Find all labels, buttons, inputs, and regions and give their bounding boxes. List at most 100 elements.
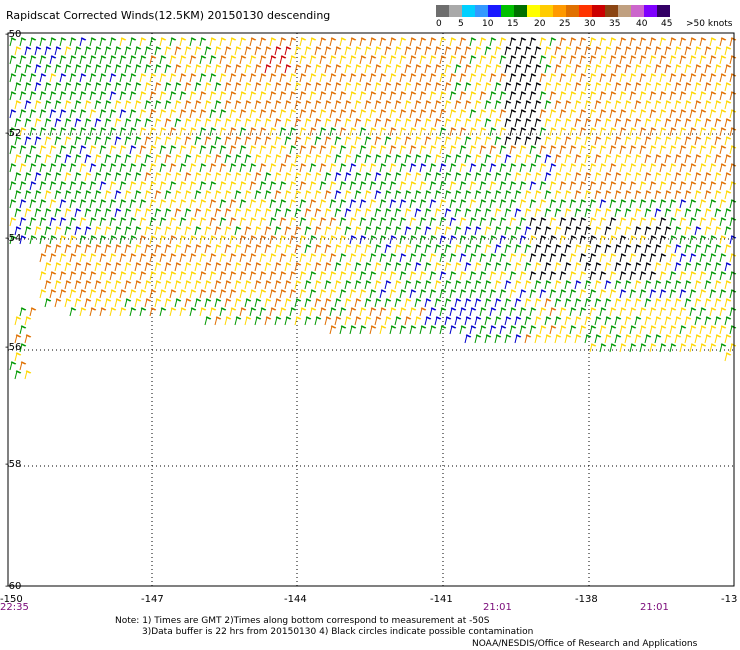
- wind-barb: [14, 118, 22, 128]
- wind-barb: [269, 73, 277, 83]
- wind-barb: [149, 163, 157, 173]
- wind-barb: [554, 244, 562, 254]
- wind-barb: [479, 109, 487, 119]
- wind-barb: [374, 190, 382, 200]
- wind-barb: [419, 199, 427, 209]
- wind-barb: [199, 163, 207, 173]
- wind-barb: [124, 100, 132, 110]
- wind-barb: [159, 307, 167, 317]
- wind-barb: [559, 325, 567, 335]
- wind-barb: [279, 109, 287, 119]
- wind-barb: [129, 253, 137, 263]
- wind-barb: [679, 181, 687, 191]
- wind-barb: [94, 226, 102, 236]
- wind-barb: [154, 244, 162, 254]
- wind-barb: [619, 127, 627, 137]
- wind-barb: [19, 343, 27, 353]
- wind-barb: [499, 253, 507, 263]
- wind-barb: [584, 244, 592, 254]
- wind-barb: [299, 307, 307, 317]
- wind-barb: [704, 82, 712, 92]
- wind-barb: [559, 37, 567, 47]
- wind-barb: [114, 100, 122, 110]
- wind-barb: [399, 181, 407, 191]
- wind-barb: [649, 145, 657, 155]
- wind-barb: [364, 316, 372, 326]
- wind-barb: [539, 37, 547, 47]
- wind-barb: [284, 100, 292, 110]
- wind-barb: [459, 37, 467, 47]
- wind-barb: [364, 208, 372, 218]
- wind-barb: [264, 100, 272, 110]
- wind-barb: [34, 136, 42, 146]
- wind-barb: [489, 307, 497, 317]
- wind-barb: [254, 244, 262, 254]
- wind-barb: [309, 145, 317, 155]
- wind-barb: [294, 280, 302, 290]
- wind-barb: [369, 73, 377, 83]
- wind-barb: [59, 55, 67, 65]
- wind-barb: [279, 91, 287, 101]
- wind-barb: [499, 271, 507, 281]
- wind-barb: [59, 37, 67, 47]
- wind-barb: [369, 145, 377, 155]
- wind-barb: [279, 271, 287, 281]
- wind-barb: [509, 109, 517, 119]
- wind-barb: [249, 73, 257, 83]
- wind-barb: [64, 280, 72, 290]
- wind-barb: [629, 109, 637, 119]
- wind-barb: [604, 172, 612, 182]
- wind-barb: [334, 172, 342, 182]
- wind-barb: [444, 172, 452, 182]
- wind-barb: [489, 163, 497, 173]
- wind-barb: [219, 271, 227, 281]
- wind-barb: [699, 127, 707, 137]
- wind-barb: [439, 73, 447, 83]
- wind-barb: [44, 82, 52, 92]
- wind-barb: [594, 262, 602, 272]
- wind-barb: [459, 109, 467, 119]
- wind-barb: [109, 37, 117, 47]
- wind-barb: [229, 73, 237, 83]
- wind-barb: [144, 262, 152, 272]
- wind-barb: [334, 262, 342, 272]
- wind-barb: [614, 118, 622, 128]
- wind-barb: [109, 127, 117, 137]
- wind-barb: [404, 316, 412, 326]
- scale-swatch: [449, 5, 462, 17]
- wind-barb: [664, 190, 672, 200]
- wind-barb: [484, 226, 492, 236]
- wind-barb: [74, 226, 82, 236]
- wind-barb: [614, 190, 622, 200]
- wind-barb: [314, 244, 322, 254]
- wind-barb: [374, 280, 382, 290]
- wind-barb: [39, 199, 47, 209]
- wind-barb: [224, 154, 232, 164]
- wind-barb: [719, 235, 727, 245]
- wind-barb: [164, 64, 172, 74]
- wind-barb: [44, 100, 52, 110]
- wind-barb: [379, 145, 387, 155]
- wind-barb: [684, 280, 692, 290]
- wind-barb: [214, 100, 222, 110]
- wind-barb: [544, 316, 552, 326]
- wind-barb: [289, 55, 297, 65]
- wind-barb: [504, 154, 512, 164]
- wind-barb: [424, 172, 432, 182]
- wind-barb: [334, 154, 342, 164]
- wind-barb: [254, 262, 262, 272]
- wind-barb: [304, 46, 312, 56]
- wind-barb: [249, 181, 257, 191]
- wind-barb: [629, 253, 637, 263]
- wind-barb: [674, 46, 682, 56]
- wind-barb: [684, 118, 692, 128]
- wind-barb: [49, 199, 57, 209]
- wind-barb: [199, 289, 207, 299]
- wind-barb: [579, 55, 587, 65]
- wind-barb: [209, 91, 217, 101]
- wind-barb: [639, 91, 647, 101]
- wind-barb: [424, 226, 432, 236]
- wind-barb: [494, 208, 502, 218]
- wind-barb: [379, 217, 387, 227]
- wind-barb: [374, 118, 382, 128]
